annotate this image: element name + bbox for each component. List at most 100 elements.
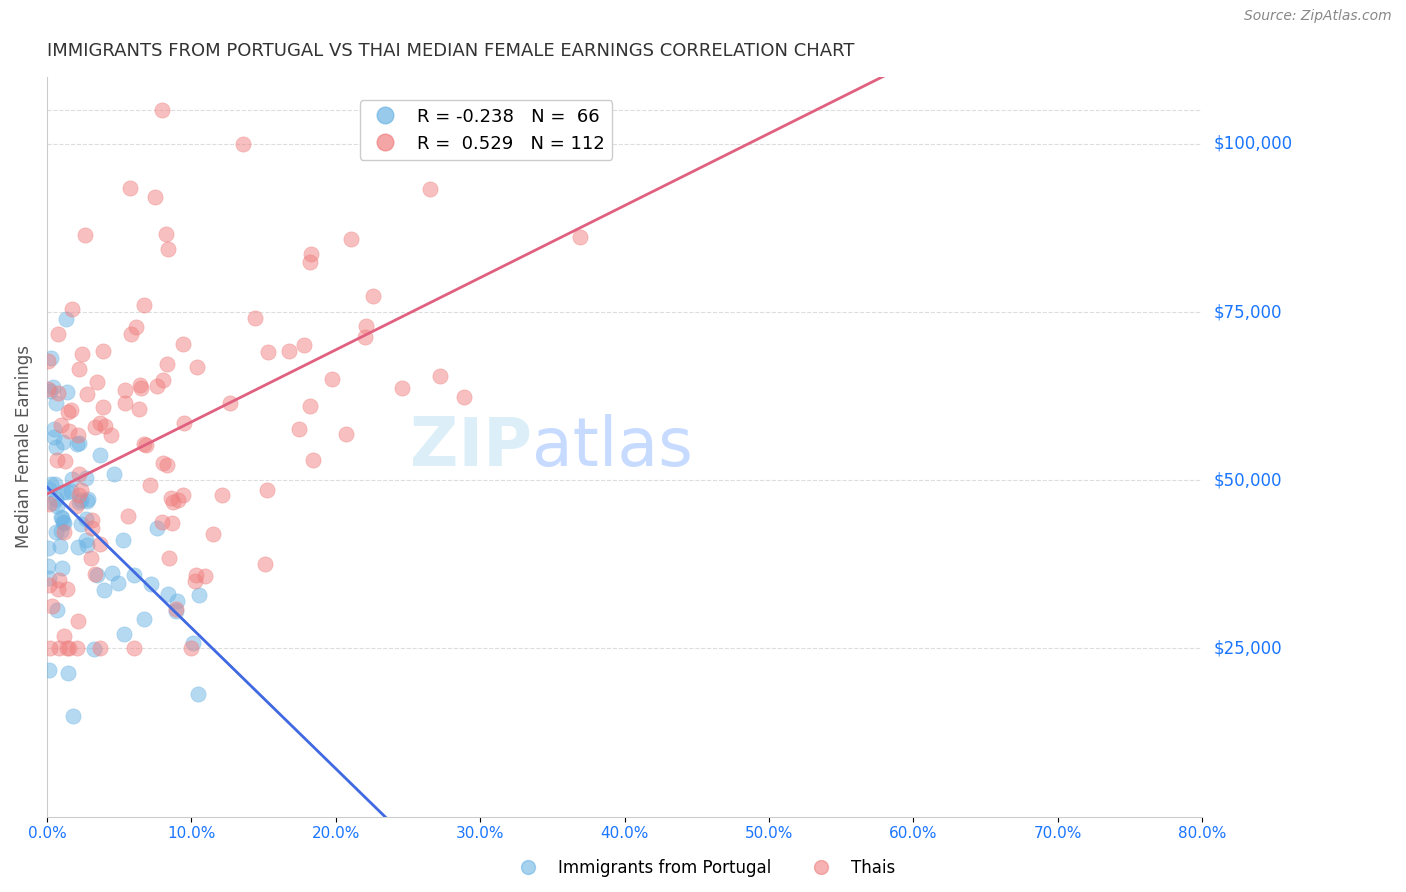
Point: [51, 511, 73, 525]
Point: [128, 402, 150, 417]
Point: [114, 396, 136, 410]
Point: [391, 381, 413, 395]
Point: [354, 319, 377, 334]
Point: [77, 491, 100, 506]
Point: [201, 527, 224, 541]
Point: [49, 539, 72, 553]
Point: [46, 453, 69, 467]
Point: [83, 419, 105, 434]
Point: [41, 496, 63, 510]
Point: [75, 533, 97, 548]
Point: [86, 375, 108, 389]
Point: [245, 310, 267, 325]
Point: [89, 537, 111, 551]
Point: [159, 491, 181, 505]
Point: [48, 573, 70, 587]
Point: [65, 641, 87, 656]
Point: [173, 416, 195, 430]
Point: [53, 629, 76, 643]
Point: [76, 493, 98, 508]
Y-axis label: Median Female Earnings: Median Female Earnings: [15, 345, 32, 548]
Point: [219, 395, 242, 409]
Point: [45, 524, 67, 539]
Point: [59, 402, 82, 417]
Point: [82, 513, 104, 527]
Point: [69, 493, 91, 508]
Point: [91, 400, 114, 414]
Point: [38, 663, 60, 677]
Point: [93, 583, 115, 598]
Point: [41, 477, 63, 491]
Point: [135, 438, 157, 452]
Point: [52, 515, 75, 529]
Point: [38, 641, 60, 656]
Point: [51, 560, 73, 574]
Point: [114, 384, 136, 398]
Point: [292, 338, 315, 352]
Point: [187, 687, 209, 701]
Point: [58, 405, 80, 419]
Point: [52, 485, 75, 500]
Point: [45, 396, 67, 410]
Point: [129, 378, 152, 392]
Text: Source: ZipAtlas.com: Source: ZipAtlas.com: [1244, 9, 1392, 23]
Point: [80, 521, 103, 535]
Point: [56, 485, 79, 500]
Point: [257, 345, 280, 359]
Point: [298, 399, 321, 413]
Point: [52, 435, 75, 450]
Point: [38, 482, 60, 496]
Point: [37, 354, 59, 368]
Point: [166, 594, 188, 608]
Point: [117, 508, 139, 523]
Point: [184, 574, 207, 588]
Point: [340, 232, 363, 246]
Point: [37, 382, 59, 396]
Point: [122, 641, 145, 656]
Point: [139, 577, 162, 591]
Point: [67, 541, 90, 555]
Point: [70, 483, 93, 497]
Point: [55, 384, 77, 399]
Point: [65, 499, 87, 513]
Point: [52, 516, 75, 530]
Point: [120, 327, 142, 342]
Point: [103, 467, 125, 481]
Point: [45, 491, 67, 506]
Point: [75, 512, 97, 526]
Point: [45, 499, 67, 513]
Point: [67, 435, 90, 450]
Point: [298, 255, 321, 269]
Point: [89, 416, 111, 430]
Point: [44, 476, 66, 491]
Text: $50,000: $50,000: [1213, 471, 1282, 489]
Point: [165, 604, 187, 618]
Point: [53, 524, 76, 539]
Point: [152, 373, 174, 387]
Point: [156, 458, 179, 473]
Point: [37, 558, 59, 573]
Point: [429, 368, 451, 383]
Point: [38, 570, 60, 584]
Point: [76, 386, 98, 401]
Text: ZIP: ZIP: [411, 414, 533, 480]
Point: [83, 641, 105, 656]
Point: [146, 379, 169, 393]
Point: [37, 541, 59, 555]
Point: [232, 136, 254, 151]
Text: $100,000: $100,000: [1213, 135, 1292, 153]
Point: [187, 588, 209, 602]
Point: [75, 471, 97, 485]
Point: [49, 510, 72, 524]
Point: [67, 615, 90, 629]
Point: [70, 517, 93, 532]
Point: [51, 524, 73, 538]
Point: [58, 641, 80, 656]
Point: [46, 603, 69, 617]
Point: [100, 428, 122, 442]
Point: [58, 424, 80, 438]
Point: [89, 641, 111, 656]
Point: [419, 181, 441, 195]
Point: [49, 417, 72, 432]
Text: $75,000: $75,000: [1213, 303, 1282, 321]
